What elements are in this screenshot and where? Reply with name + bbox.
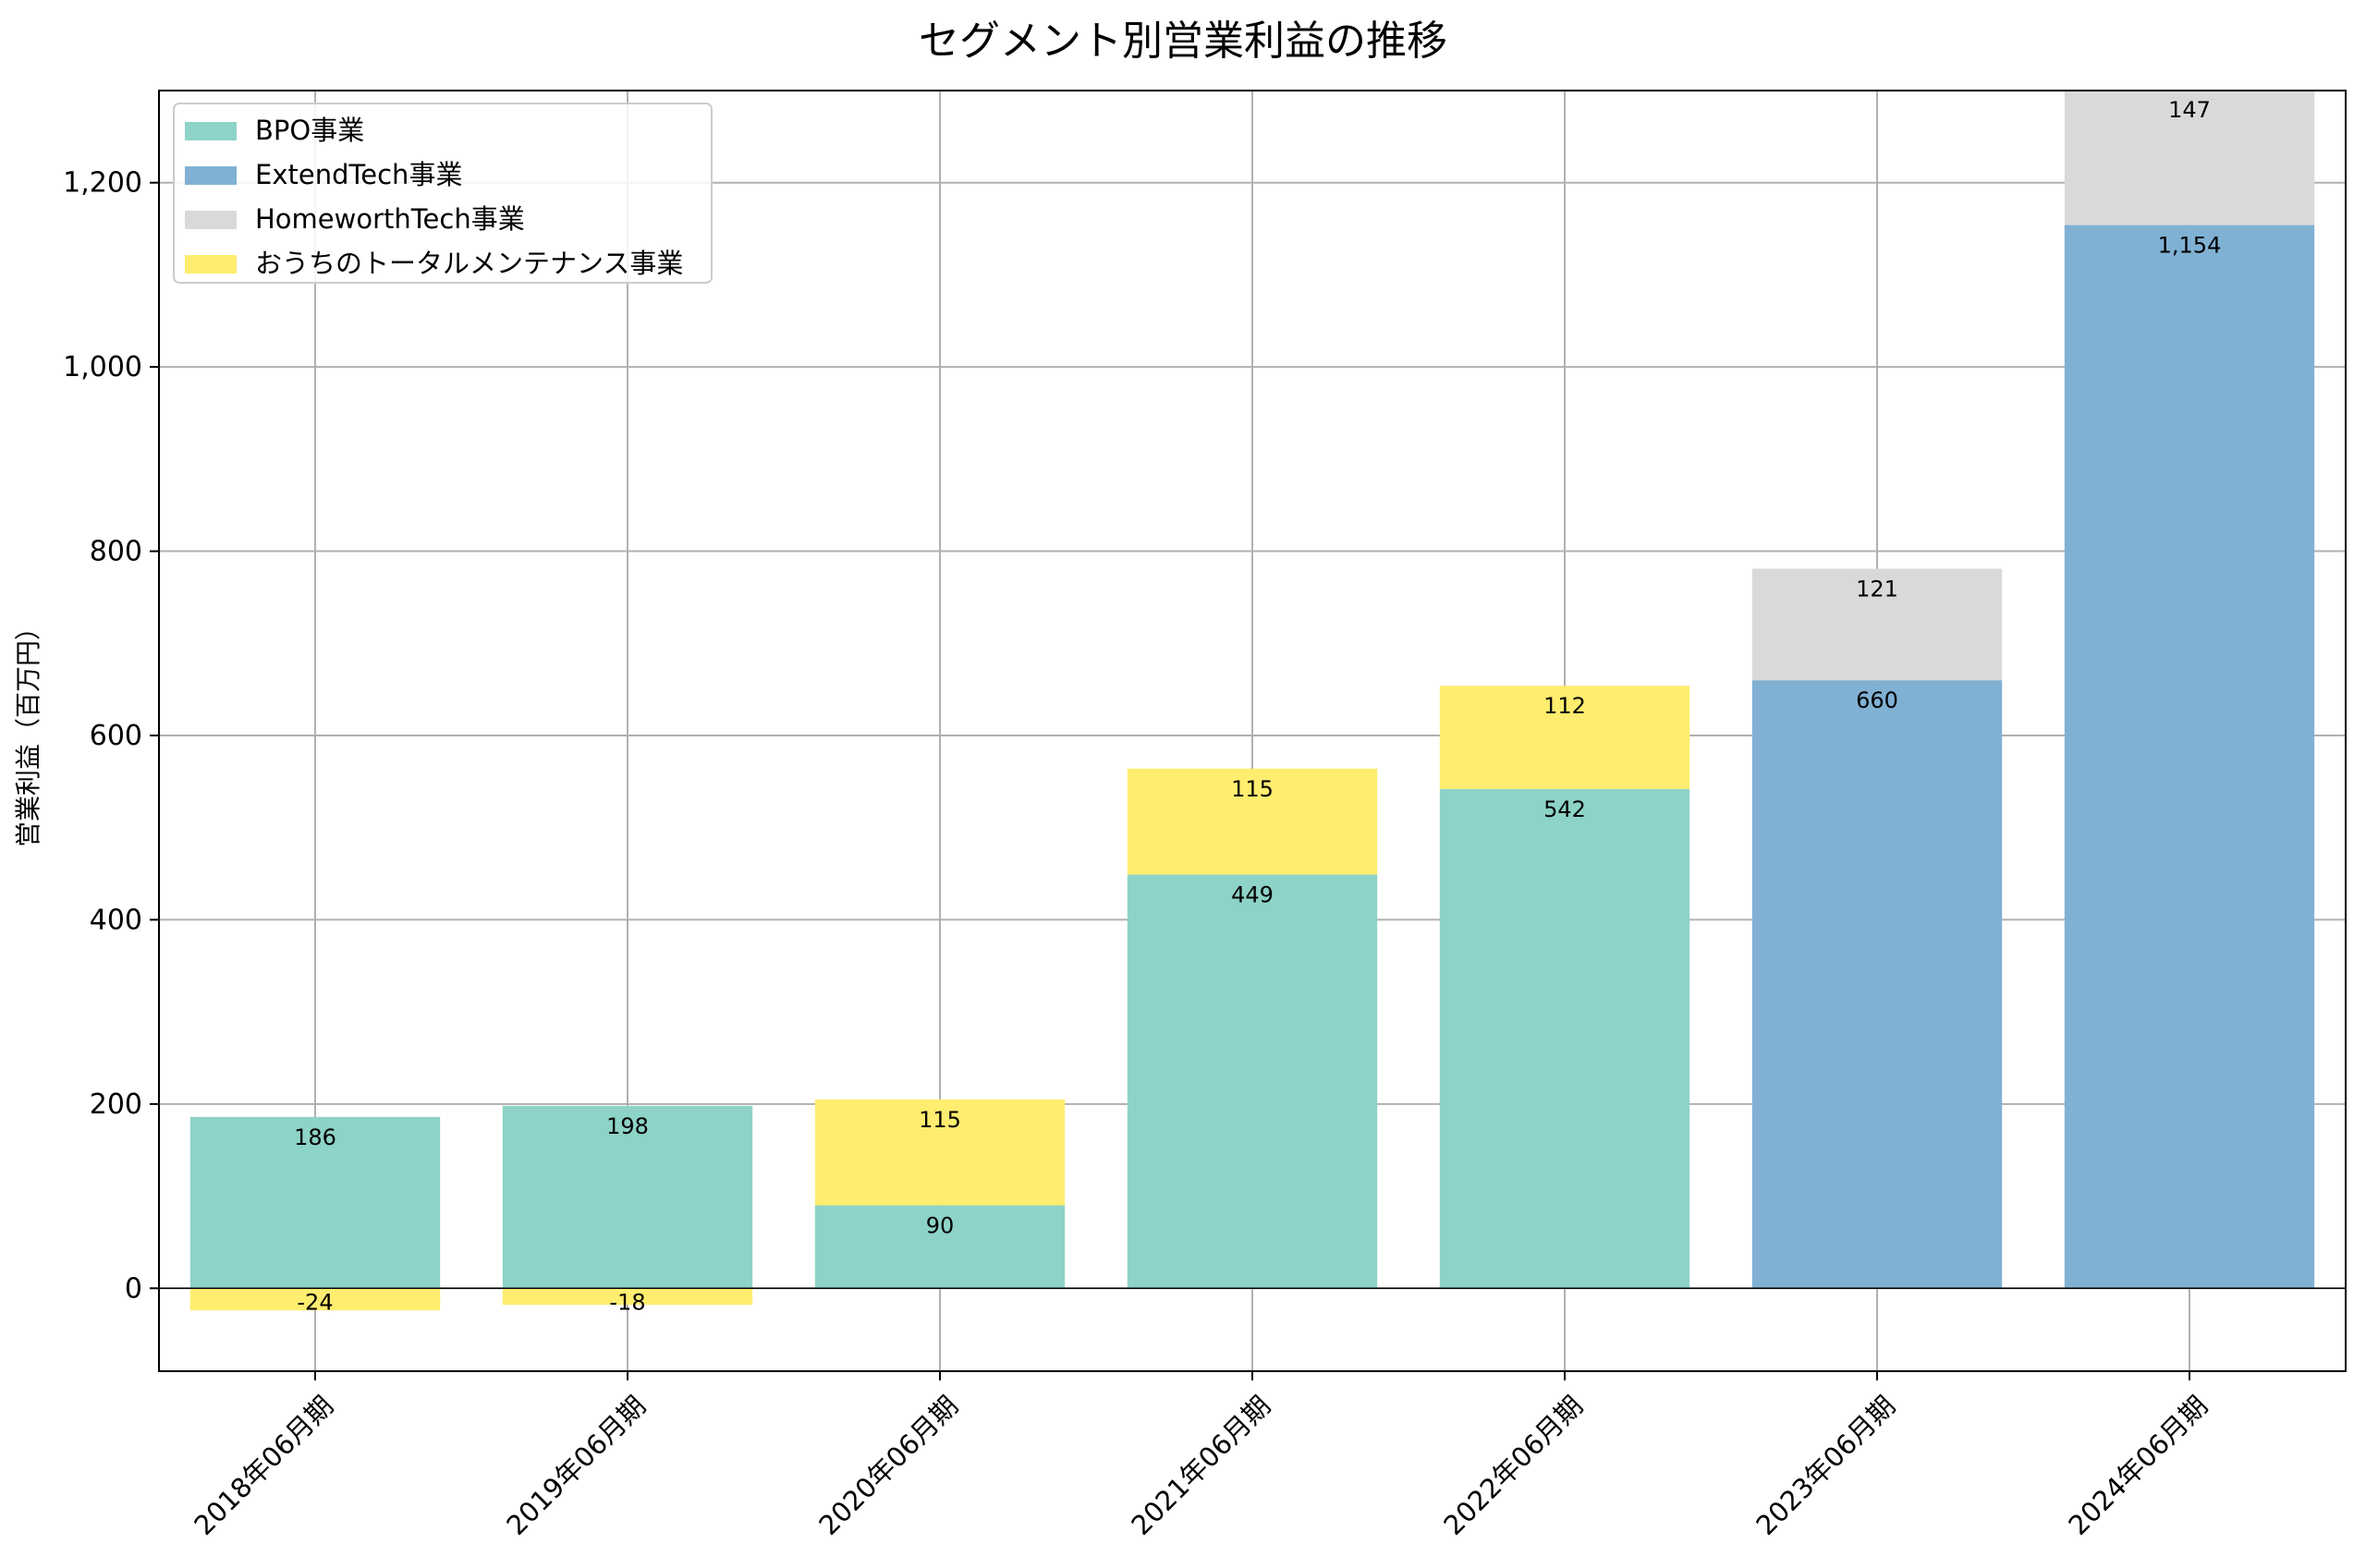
- x-tick-label: 2018年06月期: [188, 1390, 339, 1541]
- legend-item-label: おうちのトータルメンテナンス事業: [255, 248, 683, 279]
- bar-value-label: 112: [1543, 693, 1586, 719]
- bar-segment: [189, 1116, 441, 1289]
- legend: BPO事業 ExtendTech事業 HomeworthTech事業おうちのトータル…: [173, 103, 713, 284]
- x-tick-label: 2022年06月期: [1437, 1390, 1589, 1541]
- bar-segment: [2064, 90, 2315, 225]
- legend-swatch: [185, 255, 237, 273]
- chart-title: セグメント別営業利益の推移: [919, 18, 1447, 65]
- legend-swatch: [185, 211, 237, 229]
- bar-value-label: 198: [606, 1113, 649, 1139]
- bar-segment: [1127, 768, 1378, 875]
- bar-value-label: 115: [1231, 776, 1274, 802]
- y-tick-label: 1,200: [63, 167, 142, 200]
- x-tick-label: 2020年06月期: [812, 1390, 964, 1541]
- bar-segment: [502, 1105, 753, 1289]
- bar-segment: [502, 1288, 753, 1306]
- x-tick-label: 2021年06月期: [1125, 1390, 1276, 1541]
- legend-swatch: [185, 166, 237, 185]
- legend-box: [173, 103, 713, 284]
- plot-frame: [158, 90, 2347, 1372]
- y-tick-label: 400: [90, 904, 142, 936]
- y-tick-label: 600: [90, 720, 142, 752]
- x-tick-label: 2024年06月期: [2062, 1390, 2214, 1541]
- bar-segment: [1751, 568, 2003, 681]
- bar-value-label: 186: [294, 1124, 336, 1150]
- bar-value-label: -24: [297, 1289, 333, 1315]
- y-tick-label: 1,000: [63, 351, 142, 383]
- bar-value-label: -18: [609, 1289, 645, 1315]
- legend-swatch: [185, 122, 237, 140]
- x-tick-label: 2019年06月期: [500, 1390, 652, 1541]
- bar-labels: 186 198 90 449 542 660 1,154 121 147 -24 -18 115 115…: [294, 97, 2221, 1315]
- bar-value-label: 449: [1231, 882, 1274, 908]
- bar-value-label: 147: [2168, 97, 2211, 123]
- bar-segment: [1751, 680, 2003, 1289]
- y-tick-label: 0: [125, 1272, 142, 1305]
- bar-value-label: 660: [1856, 687, 1898, 713]
- bar-value-label: 90: [926, 1213, 955, 1239]
- bar-segment: [1439, 788, 1690, 1289]
- bar-segment: [2064, 225, 2315, 1289]
- bar-value-label: 121: [1856, 577, 1898, 602]
- bar-value-label: 1,154: [2158, 233, 2222, 259]
- bar-segment: [1439, 686, 1690, 789]
- bar-value-label: 115: [919, 1107, 961, 1133]
- bar-value-label: 542: [1543, 796, 1586, 822]
- x-tick-label: 2023年06月期: [1750, 1390, 1901, 1541]
- bars: [189, 90, 2315, 1311]
- y-tick-label: 200: [90, 1088, 142, 1121]
- bar-segment: [814, 1099, 1066, 1206]
- legend-item-label: HomeworthTech事業: [255, 203, 525, 235]
- y-axis-label: 営業利益（百万円）: [13, 614, 43, 847]
- bar-segment: [1127, 874, 1378, 1289]
- legend-item-label: ExtendTech事業: [255, 159, 462, 190]
- legend-item-label: BPO事業: [255, 115, 364, 146]
- bar-segment: [814, 1205, 1066, 1289]
- bar-segment: [189, 1288, 441, 1311]
- y-tick-label: 800: [90, 536, 142, 568]
